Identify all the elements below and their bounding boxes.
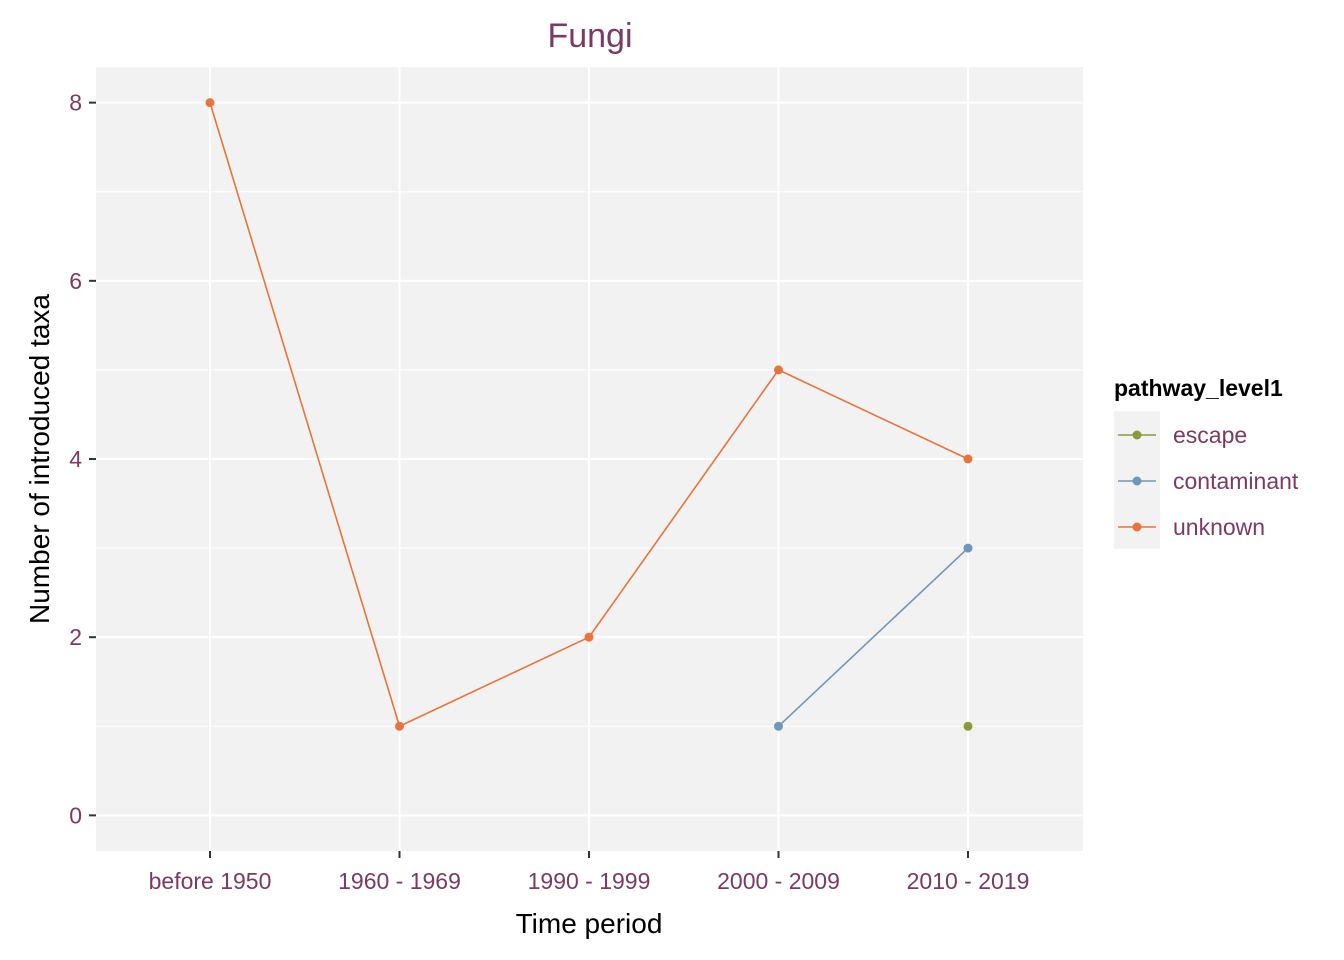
series-line-contaminant: [777, 547, 969, 727]
data-point-unknown: [774, 365, 783, 375]
data-point-contaminant: [963, 543, 973, 553]
x-tick-label: 2000 - 2009: [717, 868, 840, 894]
series-unknown: [205, 98, 973, 731]
y-tick-label: 4: [69, 446, 82, 472]
series-escape: [963, 721, 973, 731]
data-point-unknown: [963, 454, 973, 464]
chart-title: Fungi: [547, 17, 632, 55]
y-tick-label: 0: [69, 802, 82, 828]
x-axis: before 1950 1960 - 1969 1990 - 1999 2000 - …: [149, 851, 1030, 894]
y-axis: 0 2 4 6 8: [69, 90, 96, 828]
data-point-unknown: [584, 632, 594, 642]
legend: pathway_level1 escape contaminant unknown: [1114, 375, 1299, 549]
legend-title: pathway_level1: [1114, 375, 1283, 401]
legend-key-point-escape: [1132, 430, 1142, 440]
series-contaminant: [774, 543, 973, 731]
x-tick-label: 1960 - 1969: [338, 868, 461, 894]
legend-items: escape contaminant unknown: [1118, 422, 1299, 540]
x-tick-label: 1990 - 1999: [528, 868, 651, 894]
legend-key-point-unknown: [1132, 522, 1142, 532]
x-tick-label: before 1950: [149, 868, 272, 894]
legend-label-contaminant: contaminant: [1173, 468, 1299, 494]
data-point-contaminant: [774, 721, 783, 731]
x-axis-title: Time period: [516, 908, 663, 939]
x-tick-label: 2010 - 2019: [907, 868, 1030, 894]
data-point-unknown: [395, 721, 404, 731]
legend-label-escape: escape: [1173, 422, 1247, 448]
y-axis-title: Number of introduced taxa: [24, 294, 55, 624]
y-tick-label: 6: [69, 268, 82, 294]
y-tick-label: 8: [69, 90, 82, 116]
data-point-escape: [963, 721, 973, 731]
legend-key-point-contaminant: [1132, 476, 1142, 486]
legend-label-unknown: unknown: [1173, 514, 1265, 540]
series-layer: [205, 98, 973, 731]
y-tick-label: 2: [69, 624, 82, 650]
data-point-unknown: [205, 98, 215, 108]
